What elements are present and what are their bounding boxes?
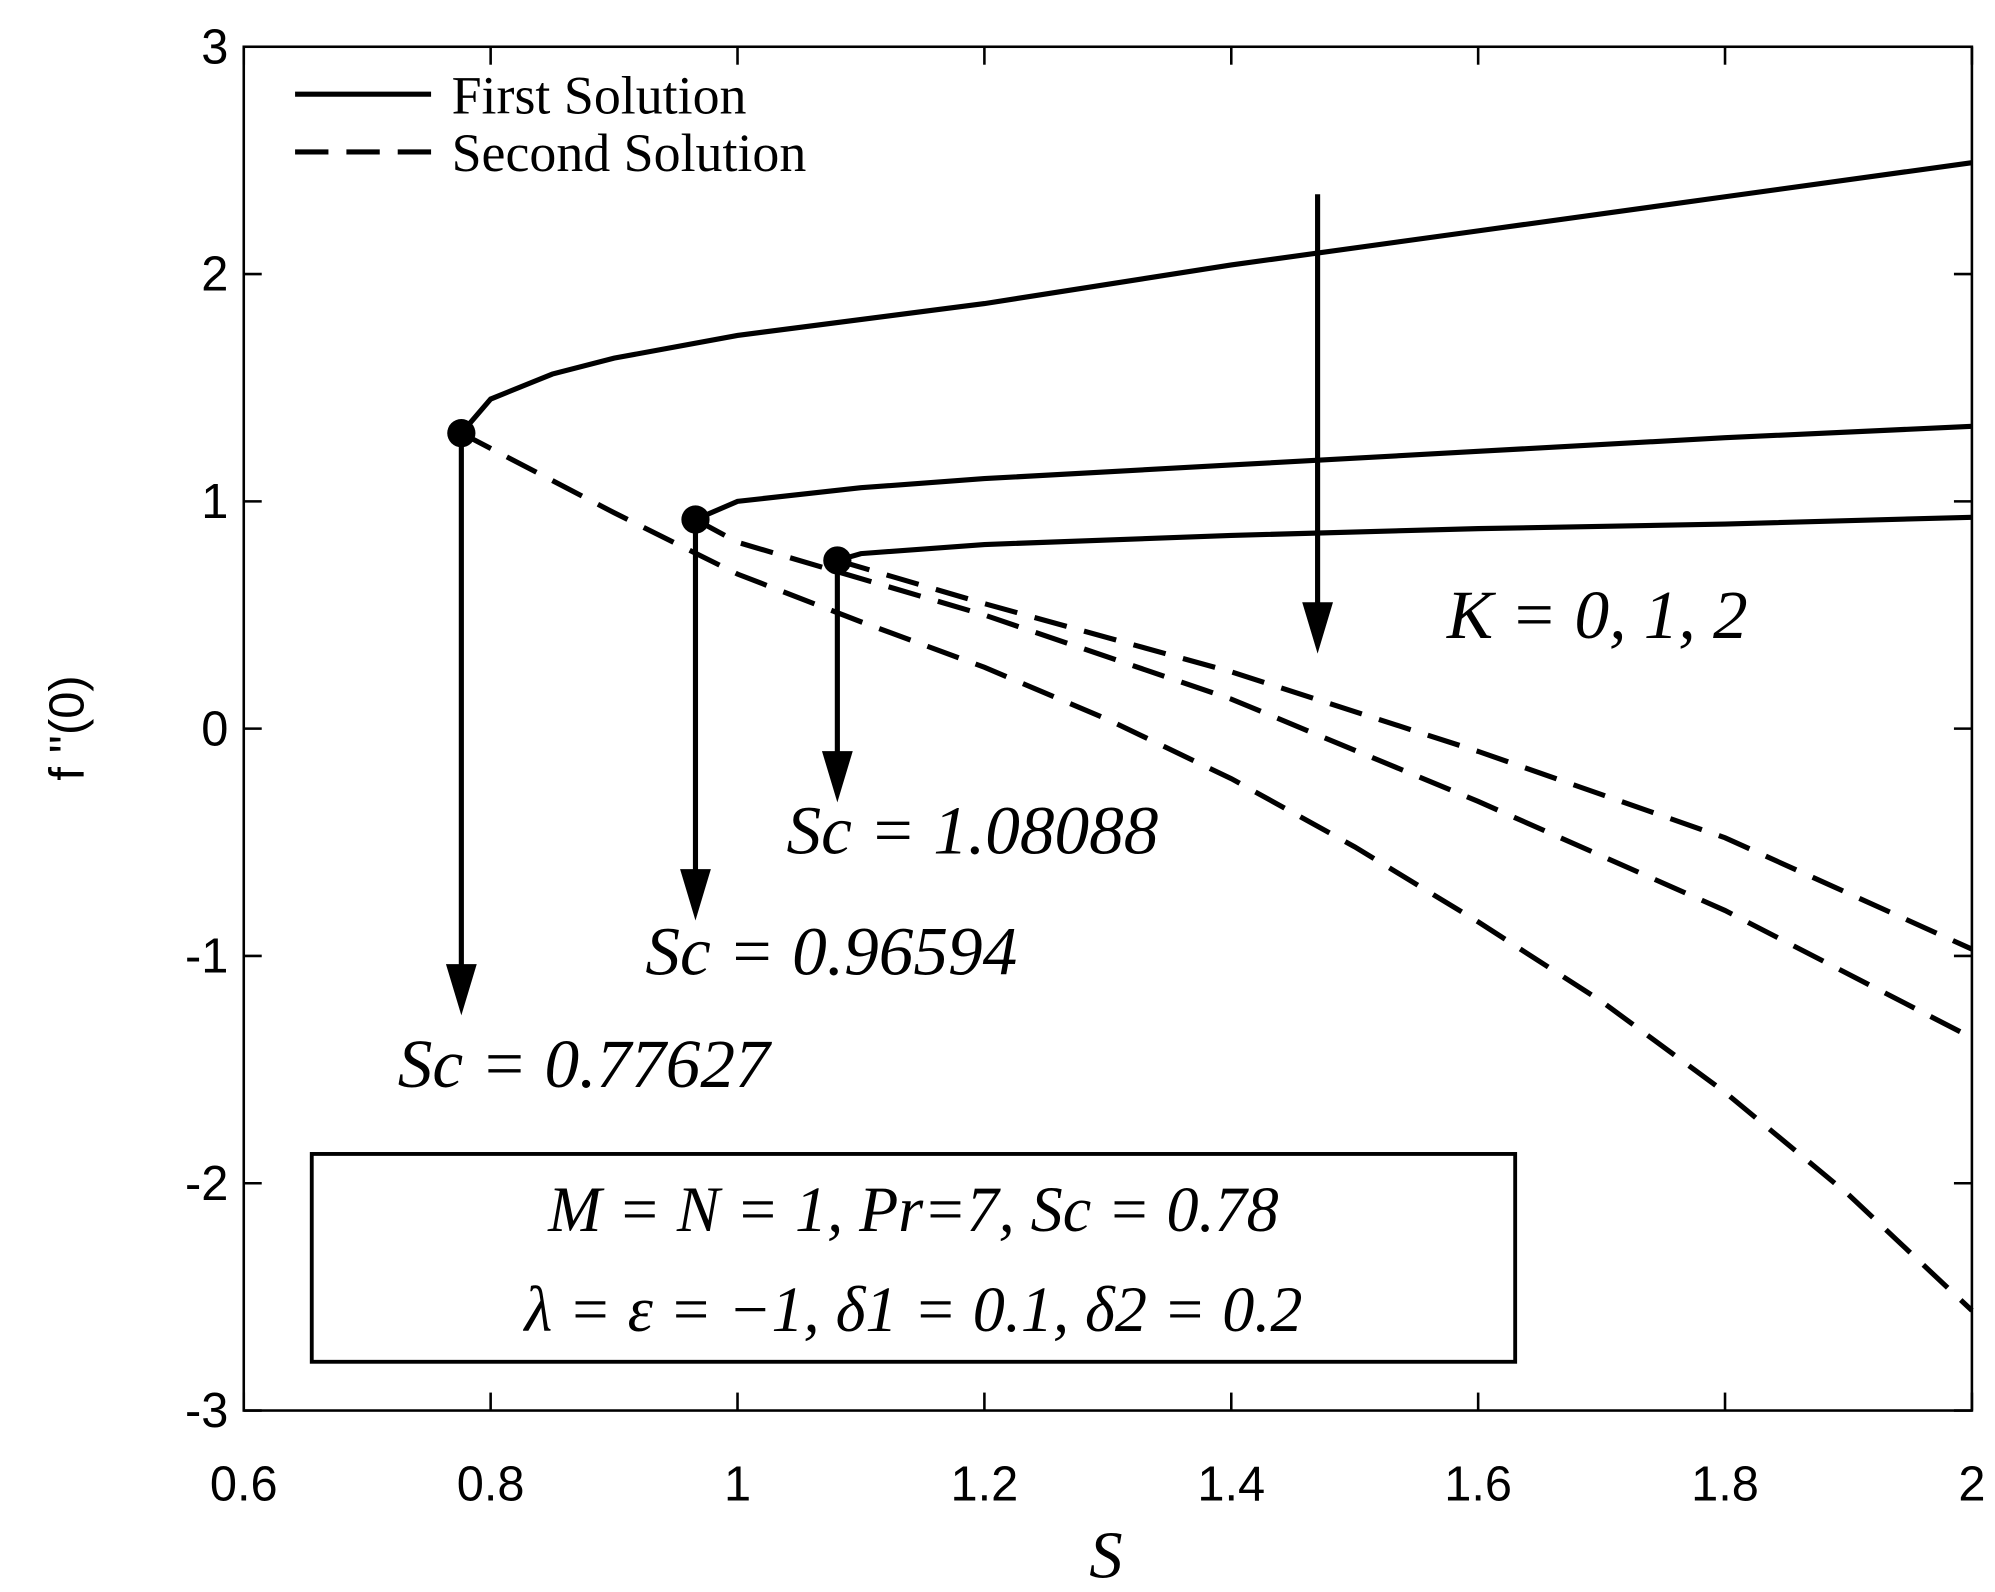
solution-curve xyxy=(836,514,1972,563)
annotation: K = 0, 1, 2 xyxy=(1446,576,1748,653)
critical-arrow-head xyxy=(821,751,853,803)
critical-arrow-head xyxy=(680,869,711,921)
solution-curve xyxy=(694,423,1973,522)
x-tick-label: 1.8 xyxy=(1691,1457,1759,1511)
y-tick-label: -2 xyxy=(185,1157,228,1211)
x-tick-label: 0.6 xyxy=(210,1457,278,1511)
x-tick-label: 0.8 xyxy=(457,1457,525,1511)
annotation: Sc = 1.08088 xyxy=(787,792,1159,869)
k-arrow xyxy=(1302,194,1333,654)
x-tick-label: 1.6 xyxy=(1444,1457,1512,1511)
critical-point xyxy=(447,419,476,448)
y-tick-label: -3 xyxy=(185,1384,228,1438)
y-tick-label: 3 xyxy=(201,20,228,74)
x-tick-label: 1.2 xyxy=(951,1457,1019,1511)
x-tick-label: 1.4 xyxy=(1197,1457,1265,1511)
y-tick-label: -1 xyxy=(185,930,228,984)
legend-label: Second Solution xyxy=(452,123,807,183)
solution-curve xyxy=(836,557,1973,952)
legend-label: First Solution xyxy=(452,65,747,125)
y-tick-label: 2 xyxy=(201,248,228,302)
solution-curve xyxy=(459,160,1973,435)
y-axis-label: f ''(0) xyxy=(40,675,94,780)
annotation: Sc = 0.96594 xyxy=(645,912,1017,989)
critical-point xyxy=(681,505,710,534)
parameter-line: M = N = 1, Pr=7, Sc = 0.78 xyxy=(547,1174,1279,1245)
solution-curve xyxy=(460,430,1974,1313)
x-axis-label: S xyxy=(1089,1519,1122,1592)
x-tick-label: 2 xyxy=(1958,1457,1985,1511)
y-tick-label: 1 xyxy=(201,475,228,529)
parameter-line: λ = ε = −1, δ1 = 0.1, δ2 = 0.2 xyxy=(523,1274,1303,1345)
critical-arrow-head xyxy=(445,964,477,1016)
critical-point xyxy=(823,546,852,575)
y-tick-label: 0 xyxy=(201,702,228,756)
solution-curve xyxy=(694,517,1974,1041)
parameter-box xyxy=(309,1152,1518,1364)
x-tick-label: 1 xyxy=(724,1457,751,1511)
annotation: Sc = 0.77627 xyxy=(398,1025,772,1102)
